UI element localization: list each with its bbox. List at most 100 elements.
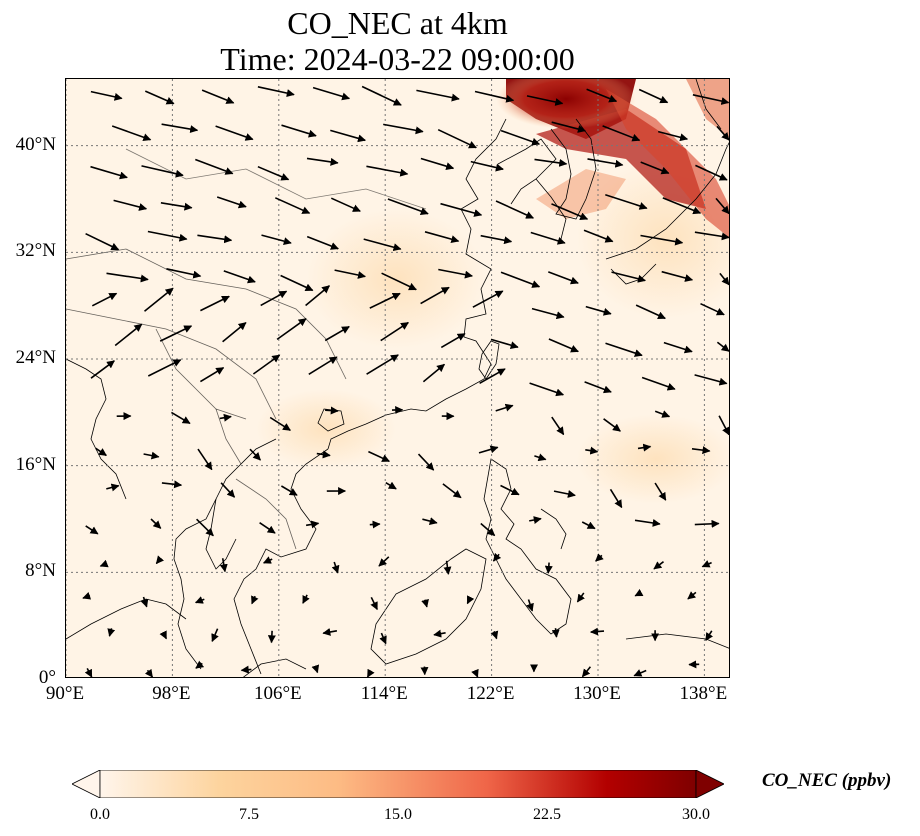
wind-arrow: [440, 333, 466, 349]
wind-arrow: [640, 161, 670, 175]
wind-arrow: [470, 160, 504, 172]
longitude-tick-label: 98°E: [152, 683, 191, 704]
wind-arrow: [640, 234, 684, 246]
wind-arrow: [662, 197, 702, 215]
wind-arrow: [143, 287, 174, 312]
colorbar: [72, 770, 724, 798]
colorbar-tick-label: 30.0: [682, 806, 710, 823]
longitude-tick-label: 130°E: [573, 683, 621, 704]
wind-arrow: [440, 202, 483, 217]
wind-arrow: [472, 290, 504, 308]
wind-arrow: [84, 668, 93, 677]
wind-vector-field: [82, 85, 729, 677]
wind-arrow: [694, 519, 720, 528]
colorbar-tick-label: 0.0: [90, 806, 110, 823]
wind-arrow: [366, 354, 399, 375]
wind-arrow: [654, 482, 667, 501]
wind-arrow: [585, 446, 599, 455]
wind-arrow: [534, 158, 568, 167]
longitude-tick-label: 138°E: [679, 683, 728, 704]
wind-arrow: [634, 588, 644, 597]
wind-arrow: [529, 516, 542, 524]
wind-arrow: [641, 376, 676, 391]
wind-arrow: [705, 630, 714, 641]
wind-arrow: [466, 595, 475, 605]
wind-arrow: [257, 86, 295, 97]
wind-arrow: [416, 89, 460, 102]
colorbar-gradient: [99, 770, 697, 798]
wind-arrow: [590, 627, 605, 636]
wind-arrow: [492, 552, 502, 562]
wind-arrow: [274, 197, 311, 214]
wind-arrow: [716, 125, 729, 141]
wind-arrow: [160, 202, 193, 211]
wind-arrow: [91, 292, 118, 307]
wind-arrow: [694, 231, 729, 241]
wind-arrow: [635, 304, 666, 320]
wind-arrow: [366, 165, 409, 177]
wind-arrow: [147, 359, 182, 377]
wind-arrow: [222, 321, 247, 343]
wind-arrow: [252, 354, 281, 375]
latitude-tick-label: 0°: [38, 667, 56, 688]
wind-arrow: [586, 88, 618, 103]
wind-arrow: [500, 271, 541, 288]
colorbar-tick-label: 7.5: [239, 806, 259, 823]
concentration-haze: [306, 209, 486, 349]
wind-arrow: [280, 274, 314, 292]
wind-arrow: [147, 230, 188, 242]
wind-arrow: [99, 559, 109, 568]
wind-arrow: [638, 88, 669, 104]
wind-arrow: [369, 520, 381, 529]
wind-arrow: [196, 518, 214, 537]
wind-arrow: [114, 323, 143, 347]
wind-arrow: [433, 629, 446, 638]
wind-arrow: [479, 368, 506, 384]
wind-arrow: [692, 94, 729, 105]
wind-arrow: [661, 270, 694, 282]
wind-arrow: [90, 165, 128, 180]
map-plot-area: [65, 78, 730, 678]
wind-arrow: [443, 560, 452, 575]
wind-arrow: [150, 518, 162, 529]
wind-arrow: [199, 367, 225, 383]
wind-arrow: [634, 518, 661, 527]
wind-arrow: [201, 89, 235, 104]
wind-arrow: [420, 286, 450, 305]
wind-arrow: [716, 341, 729, 352]
wind-arrow: [583, 229, 614, 243]
wind-arrow: [195, 660, 205, 669]
longitude-tick-label: 114°E: [360, 683, 408, 704]
wind-arrow: [530, 231, 566, 245]
wind-arrow: [194, 596, 205, 604]
wind-arrow: [334, 269, 366, 279]
wind-arrow: [548, 271, 579, 285]
wind-arrow: [330, 197, 361, 212]
wind-arrow: [478, 445, 499, 454]
colorbar-tick-label: 15.0: [384, 806, 412, 823]
wind-arrow: [306, 235, 339, 250]
longitude-tick-label: 90°E: [45, 683, 85, 704]
wind-arrow: [637, 443, 652, 452]
wind-arrow: [719, 272, 729, 286]
wind-arrow: [368, 450, 391, 463]
wind-arrow: [576, 592, 585, 603]
wind-arrow: [551, 121, 586, 133]
wind-arrow: [548, 338, 579, 353]
wind-arrow: [633, 669, 647, 677]
gridlines: [66, 79, 729, 677]
wind-arrow: [276, 318, 307, 341]
wind-arrow: [215, 125, 254, 141]
wind-arrow: [262, 556, 273, 564]
wind-arrow: [424, 231, 460, 244]
wind-arrow: [90, 90, 123, 101]
wind-arrow: [585, 305, 612, 316]
wind-arrow: [603, 418, 621, 432]
wind-arrow: [691, 446, 711, 455]
wind-arrow: [653, 561, 664, 570]
colorbar-label: CO_NEC (ppbv): [762, 770, 892, 791]
wind-arrow: [85, 525, 99, 535]
wind-arrow: [584, 381, 612, 394]
wind-arrow: [551, 416, 565, 436]
wind-arrow: [366, 668, 375, 677]
